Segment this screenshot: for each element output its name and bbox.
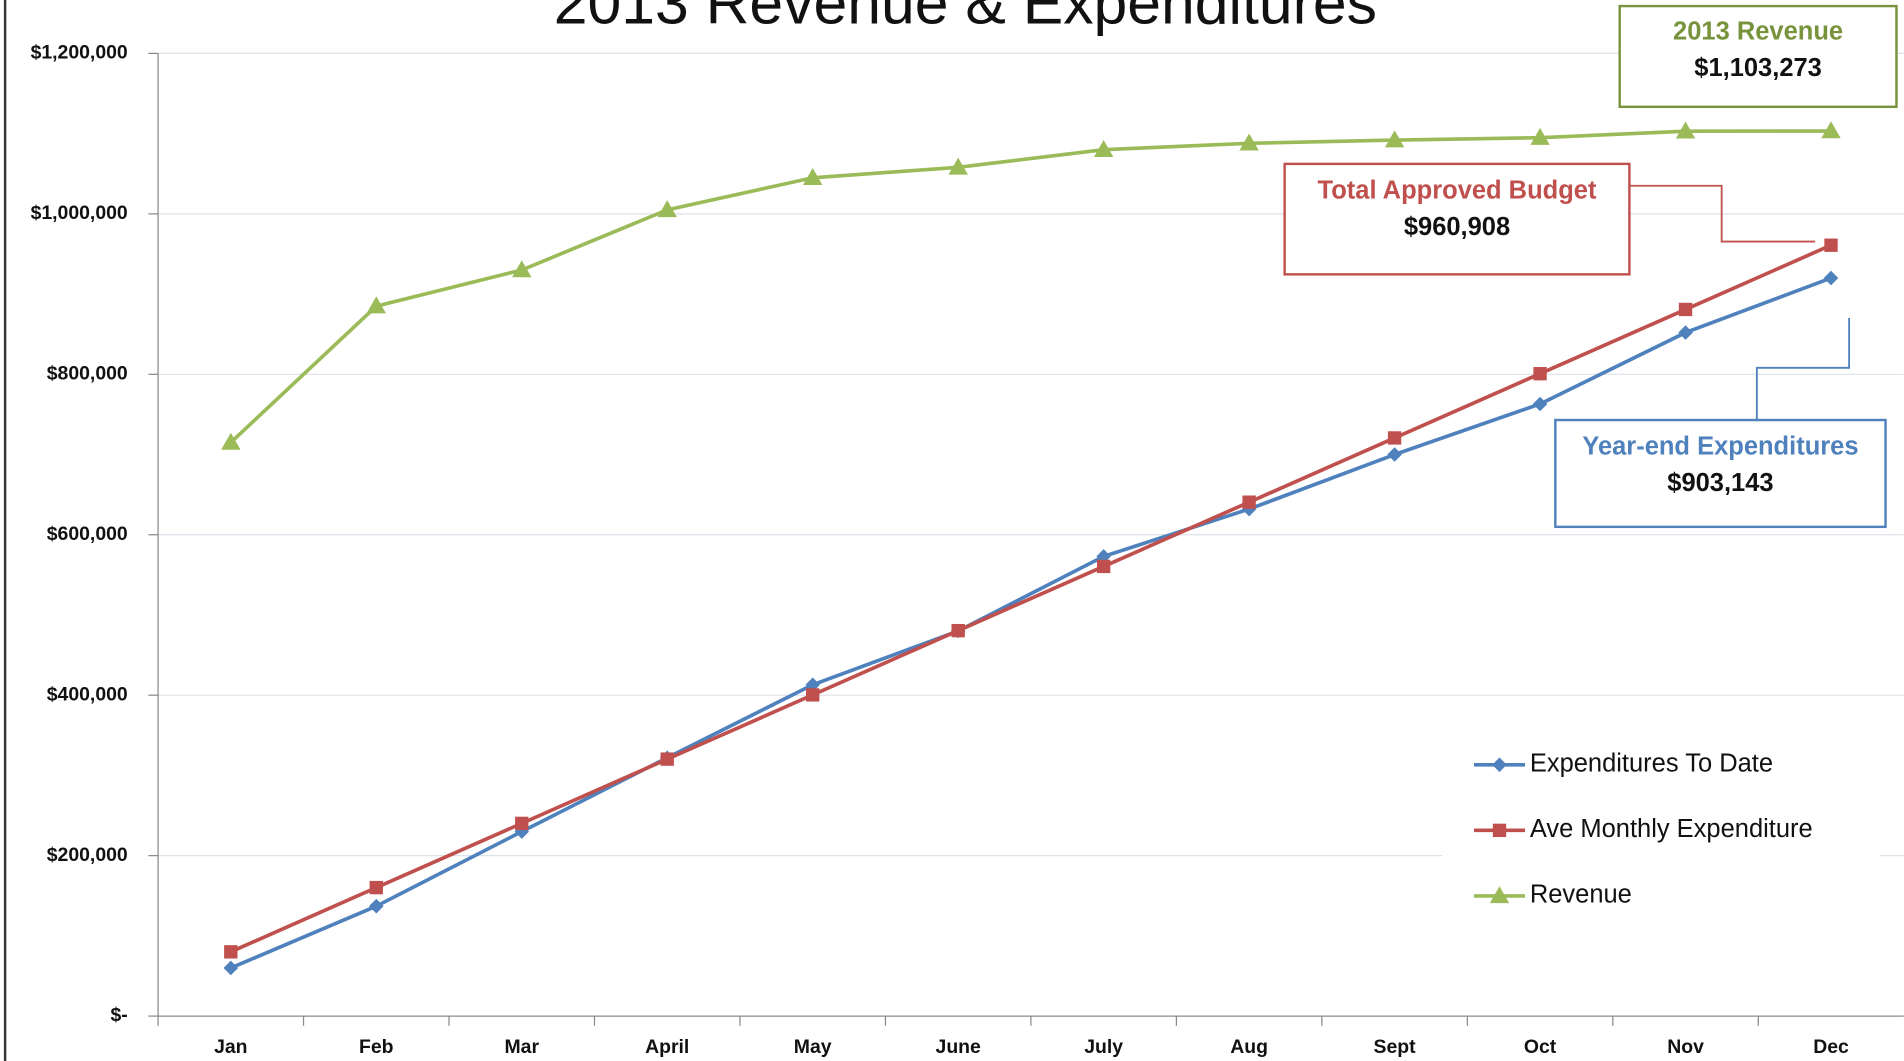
series-line [229,129,1832,444]
x-tick-label: Dec [1813,1036,1849,1058]
x-tick-label: April [645,1036,689,1058]
marker [515,816,529,831]
y-tick-label: $600,000 [47,523,128,545]
marker [951,623,965,638]
y-tick-label: $- [110,1004,127,1026]
marker [1387,447,1402,462]
marker [512,260,532,278]
y-tick-label: $1,200,000 [31,42,128,64]
marker [1678,325,1693,340]
marker [368,898,384,914]
marker [366,296,386,314]
marker [1821,121,1841,139]
annotation-box [1618,4,1898,109]
x-tick-label: Nov [1667,1036,1704,1058]
marker [1678,302,1693,317]
x-tick-label: Oct [1524,1036,1557,1058]
x-tick-label: May [794,1036,832,1058]
annotation-value: $960,908 [1404,213,1510,241]
marker [806,688,820,702]
annotation-box [1283,162,1631,276]
marker [1675,121,1696,139]
legend-label: Expenditures To Date [1530,750,1773,778]
marker [1492,757,1507,773]
marker [221,432,241,450]
marker [1492,823,1507,838]
marker [1239,133,1259,151]
legend-label: Revenue [1530,881,1632,909]
annotation-title: 2013 Revenue [1673,18,1843,46]
marker [1489,886,1510,904]
marker [1242,495,1256,509]
marker [1823,270,1839,286]
marker [948,157,968,175]
annotation-value: $903,143 [1667,469,1773,497]
y-tick-label: $1,000,000 [31,202,128,224]
x-tick-label: Feb [359,1036,394,1058]
y-tick-label: $800,000 [47,362,128,384]
marker [1533,367,1547,381]
series-line [230,276,1832,970]
annotation-connector [1629,184,1816,243]
legend-label: Ave Monthly Expenditure [1530,815,1813,843]
marker [1093,139,1114,157]
marker [1532,396,1548,412]
annotation-box [1554,418,1887,529]
series-line [230,243,1832,954]
annotation-value: $1,103,273 [1694,54,1822,82]
marker [660,752,674,766]
marker [802,168,823,186]
annotation-title: Total Approved Budget [1318,177,1597,205]
y-tick-label: $400,000 [47,683,128,705]
x-tick-label: Jan [214,1036,247,1058]
marker [657,200,677,218]
x-tick-label: July [1084,1036,1123,1058]
x-tick-label: June [936,1036,982,1058]
marker [1387,431,1402,445]
marker [369,880,383,895]
marker [1096,559,1111,574]
x-tick-label: Sept [1374,1036,1417,1058]
chart-title: 2013 Revenue & Expenditures [554,0,1377,36]
x-tick-label: Aug [1230,1036,1268,1058]
marker [1530,127,1550,145]
x-tick-label: Mar [504,1036,539,1058]
marker [223,960,239,976]
marker [1384,130,1405,148]
annotation-connector [1755,318,1851,421]
marker [224,945,238,959]
annotation-title: Year-end Expenditures [1582,433,1858,461]
marker [1824,238,1838,252]
y-tick-label: $200,000 [47,844,128,866]
